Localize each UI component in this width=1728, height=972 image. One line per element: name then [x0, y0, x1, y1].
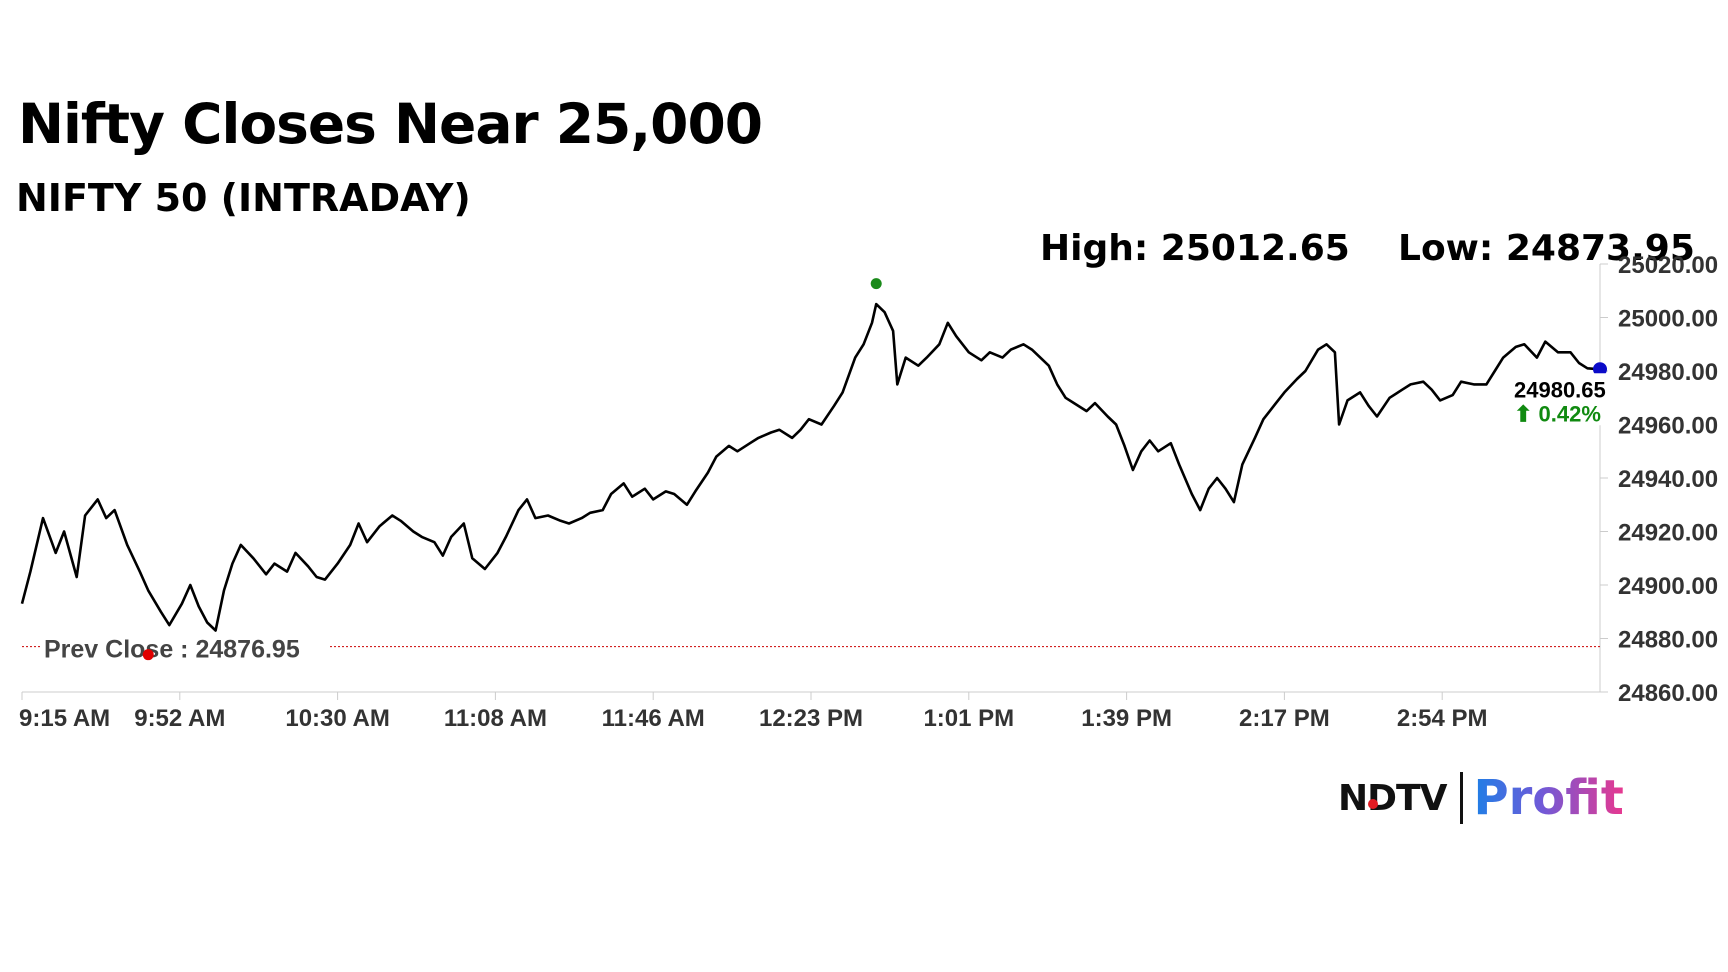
- y-tick-label: 24920.00: [1618, 520, 1718, 547]
- y-tick-label: 24860.00: [1618, 680, 1718, 707]
- prev-close-label: Prev Close : 24876.95: [44, 636, 300, 664]
- y-tick-label: 24900.00: [1618, 573, 1718, 600]
- x-tick-label: 10:30 AM: [285, 705, 389, 732]
- logo-divider: [1460, 772, 1464, 824]
- day-high-marker: [870, 278, 882, 290]
- y-tick-label: 25000.00: [1618, 306, 1718, 333]
- profit-wordmark: Profit: [1473, 770, 1624, 826]
- last-value-label: 24980.65: [1514, 377, 1606, 402]
- change-percent-label: ⬆ 0.42%: [1514, 401, 1601, 426]
- x-tick-label: 1:01 PM: [923, 705, 1014, 732]
- y-tick-label: 24880.00: [1618, 627, 1718, 654]
- ndtv-text: NDTV: [1338, 777, 1447, 819]
- ndtv-wordmark: NDTV: [1338, 777, 1447, 819]
- y-tick-label: 24940.00: [1618, 466, 1718, 493]
- x-tick-label: 9:15 AM: [19, 705, 110, 732]
- page-title: Nifty Closes Near 25,000: [18, 92, 763, 156]
- prev-close-label-bg: [40, 630, 330, 661]
- x-tick-label: 2:54 PM: [1397, 705, 1488, 732]
- x-tick-label: 1:39 PM: [1081, 705, 1172, 732]
- x-tick-label: 11:46 AM: [602, 705, 705, 732]
- logo-dot-icon: [1368, 798, 1378, 809]
- last-price-marker: [1593, 362, 1607, 377]
- last-value-label-bg: [1510, 373, 1610, 426]
- y-tick-label: 24980.00: [1618, 359, 1718, 386]
- x-tick-label: 11:08 AM: [444, 705, 547, 732]
- day-low-marker: [142, 649, 154, 661]
- price-series-line: [20, 302, 1601, 632]
- y-tick-label: 24960.00: [1618, 413, 1718, 440]
- y-tick-label: 25020.00: [1618, 252, 1718, 279]
- day-high-label: High: 25012.65: [1040, 228, 1350, 269]
- day-low-label: Low: 24873.95: [1398, 228, 1695, 269]
- x-tick-label: 9:52 AM: [134, 705, 225, 732]
- ndtv-profit-logo: NDTV Profit: [1338, 770, 1624, 826]
- x-tick-label: 2:17 PM: [1239, 705, 1330, 732]
- chart-subtitle: NIFTY 50 (INTRADAY): [16, 176, 471, 220]
- x-tick-label: 12:23 PM: [759, 705, 863, 732]
